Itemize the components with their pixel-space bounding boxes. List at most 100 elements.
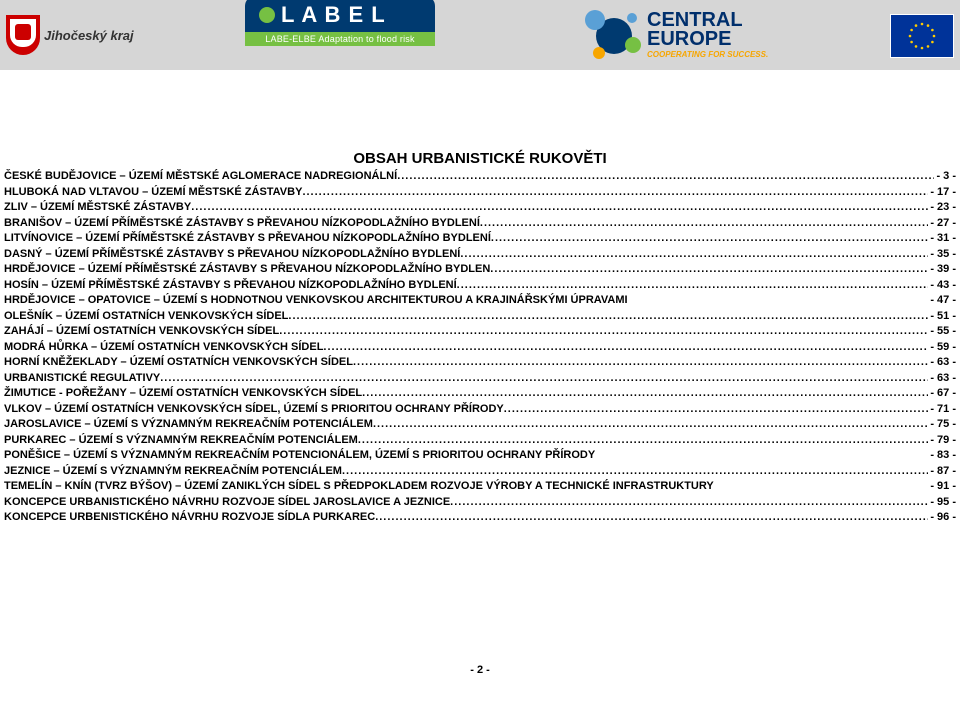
toc-label: DASNÝ – ÚZEMÍ PŘÍMĚSTSKÉ ZÁSTAVBY S PŘEV…: [4, 247, 460, 263]
toc-label: HOSÍN – ÚZEMÍ PŘÍMĚSTSKÉ ZÁSTAVBY S PŘEV…: [4, 278, 457, 294]
page-footer: - 2 -: [0, 664, 960, 686]
toc-row: ZLIV – ÚZEMÍ MĚSTSKÉ ZÁSTAVBY - 23 -: [4, 200, 956, 216]
central-line2: EUROPE: [647, 30, 768, 49]
toc-leader-dots: [373, 417, 928, 433]
label-subtitle: LABE-ELBE Adaptation to flood risk: [245, 32, 435, 46]
toc-page-number: - 23 -: [928, 200, 956, 216]
toc-label: MODRÁ HŮRKA – ÚZEMÍ OSTATNÍCH VENKOVSKÝC…: [4, 340, 323, 356]
toc-row: KONCEPCE URBENISTICKÉHO NÁVRHU ROZVOJE S…: [4, 510, 956, 526]
toc-leader-dots: [353, 355, 928, 371]
toc-leader-dots: [397, 169, 934, 185]
toc-label: PONĚŠICE – ÚZEMÍ S VÝZNAMNÝM REKREAČNÍM …: [4, 448, 595, 464]
toc-leader-dots: [160, 371, 928, 387]
toc-label: KONCEPCE URBANISTICKÉHO NÁVRHU ROZVOJE S…: [4, 495, 450, 511]
eu-stars-icon: [907, 21, 937, 51]
toc-row: KONCEPCE URBANISTICKÉHO NÁVRHU ROZVOJE S…: [4, 495, 956, 511]
toc-row: ZAHÁJÍ – ÚZEMÍ OSTATNÍCH VENKOVSKÝCH SÍD…: [4, 324, 956, 340]
toc-leader-dots: [362, 386, 928, 402]
toc-row: JAROSLAVICE – ÚZEMÍ S VÝZNAMNÝM REKREAČN…: [4, 417, 956, 433]
toc-row: MODRÁ HŮRKA – ÚZEMÍ OSTATNÍCH VENKOVSKÝC…: [4, 340, 956, 356]
central-europe-logo: CENTRAL EUROPE COOPERATING FOR SUCCESS.: [585, 7, 768, 65]
toc-leader-dots: [491, 231, 928, 247]
toc-label: PURKAREC – ÚZEMÍ S VÝZNAMNÝM REKREAČNÍM …: [4, 433, 358, 449]
toc-row: HRDĚJOVICE – OPATOVICE – ÚZEMÍ S HODNOTN…: [4, 293, 956, 309]
toc-page-number: - 55 -: [928, 324, 956, 340]
toc-row: HLUBOKÁ NAD VLTAVOU – ÚZEMÍ MĚSTSKÉ ZÁST…: [4, 185, 956, 201]
toc-label: ZLIV – ÚZEMÍ MĚSTSKÉ ZÁSTAVBY: [4, 200, 191, 216]
toc-leader-dots: [490, 262, 928, 278]
toc-label: ZAHÁJÍ – ÚZEMÍ OSTATNÍCH VENKOVSKÝCH SÍD…: [4, 324, 279, 340]
toc-leader-dots: [457, 278, 929, 294]
toc-label: JAROSLAVICE – ÚZEMÍ S VÝZNAMNÝM REKREAČN…: [4, 417, 373, 433]
eu-flag-icon: [890, 14, 954, 58]
toc-row: BRANIŠOV – ÚZEMÍ PŘÍMĚSTSKÉ ZÁSTAVBY S P…: [4, 216, 956, 232]
toc-label: ŽIMUTICE - POŘEŽANY – ÚZEMÍ OSTATNÍCH VE…: [4, 386, 362, 402]
toc-row: URBANISTICKÉ REGULATIVY - 63 -: [4, 371, 956, 387]
toc-leader-dots: [595, 448, 928, 464]
toc-page-number: - 17 -: [928, 185, 956, 201]
toc-leader-dots: [323, 340, 928, 356]
toc-leader-dots: [302, 185, 928, 201]
toc-page-number: - 51 -: [928, 309, 956, 325]
toc-row: HOSÍN – ÚZEMÍ PŘÍMĚSTSKÉ ZÁSTAVBY S PŘEV…: [4, 278, 956, 294]
toc-page-number: - 35 -: [928, 247, 956, 263]
toc-page-number: - 67 -: [928, 386, 956, 402]
toc-leader-dots: [288, 309, 928, 325]
toc-label: OLEŠNÍK – ÚZEMÍ OSTATNÍCH VENKOVSKÝCH SÍ…: [4, 309, 288, 325]
toc-page-number: - 3 -: [934, 169, 956, 185]
toc-label: HLUBOKÁ NAD VLTAVOU – ÚZEMÍ MĚSTSKÉ ZÁST…: [4, 185, 302, 201]
toc-row: LITVÍNOVICE – ÚZEMÍ PŘÍMĚSTSKÉ ZÁSTAVBY …: [4, 231, 956, 247]
toc-label: TEMELÍN – KNÍN (TVRZ BÝŠOV) – ÚZEMÍ ZANI…: [4, 479, 714, 495]
toc-page-number: - 71 -: [928, 402, 956, 418]
toc-leader-dots: [191, 200, 928, 216]
content-area: OBSAH URBANISTICKÉ RUKOVĚTI ČESKÉ BUDĚJO…: [0, 70, 960, 526]
toc-leader-dots: [714, 479, 929, 495]
toc-row: HORNÍ KNĚŽEKLADY – ÚZEMÍ OSTATNÍCH VENKO…: [4, 355, 956, 371]
toc-page-number: - 95 -: [928, 495, 956, 511]
toc-page-number: - 75 -: [928, 417, 956, 433]
toc-row: HRDĚJOVICE – ÚZEMÍ PŘÍMĚSTSKÉ ZÁSTAVBY S…: [4, 262, 956, 278]
toc-label: VLKOV – ÚZEMÍ OSTATNÍCH VENKOVSKÝCH SÍDE…: [4, 402, 504, 418]
toc-row: ČESKÉ BUDĚJOVICE – ÚZEMÍ MĚSTSKÉ AGLOMER…: [4, 169, 956, 185]
toc-leader-dots: [628, 293, 929, 309]
toc-row: DASNÝ – ÚZEMÍ PŘÍMĚSTSKÉ ZÁSTAVBY S PŘEV…: [4, 247, 956, 263]
toc-leader-dots: [504, 402, 929, 418]
toc-row: ŽIMUTICE - POŘEŽANY – ÚZEMÍ OSTATNÍCH VE…: [4, 386, 956, 402]
toc-label: LITVÍNOVICE – ÚZEMÍ PŘÍMĚSTSKÉ ZÁSTAVBY …: [4, 231, 491, 247]
toc-label: JEZNICE – ÚZEMÍ S VÝZNAMNÝM REKREAČNÍM P…: [4, 464, 342, 480]
toc-leader-dots: [375, 510, 928, 526]
toc-page-number: - 47 -: [928, 293, 956, 309]
toc-label: HRDĚJOVICE – ÚZEMÍ PŘÍMĚSTSKÉ ZÁSTAVBY S…: [4, 262, 490, 278]
label-word: L A B E L: [281, 2, 386, 28]
toc-row: TEMELÍN – KNÍN (TVRZ BÝŠOV) – ÚZEMÍ ZANI…: [4, 479, 956, 495]
toc-row: PURKAREC – ÚZEMÍ S VÝZNAMNÝM REKREAČNÍM …: [4, 433, 956, 449]
toc-page-number: - 27 -: [928, 216, 956, 232]
toc-row: JEZNICE – ÚZEMÍ S VÝZNAMNÝM REKREAČNÍM P…: [4, 464, 956, 480]
toc-page-number: - 63 -: [928, 355, 956, 371]
jihocesky-logo: Jihočeský kraj: [6, 15, 134, 55]
toc-page-number: - 59 -: [928, 340, 956, 356]
label-top: L A B E L: [245, 0, 435, 32]
toc-label: HORNÍ KNĚŽEKLADY – ÚZEMÍ OSTATNÍCH VENKO…: [4, 355, 353, 371]
toc-leader-dots: [480, 216, 928, 232]
shield-icon: [6, 15, 40, 55]
toc-label: URBANISTICKÉ REGULATIVY: [4, 371, 160, 387]
toc-page-number: - 63 -: [928, 371, 956, 387]
toc-row: VLKOV – ÚZEMÍ OSTATNÍCH VENKOVSKÝCH SÍDE…: [4, 402, 956, 418]
toc-label: HRDĚJOVICE – OPATOVICE – ÚZEMÍ S HODNOTN…: [4, 293, 628, 309]
toc-page-number: - 96 -: [928, 510, 956, 526]
label-dot-icon: [259, 7, 275, 23]
toc-row: OLEŠNÍK – ÚZEMÍ OSTATNÍCH VENKOVSKÝCH SÍ…: [4, 309, 956, 325]
toc-page-number: - 39 -: [928, 262, 956, 278]
toc-leader-dots: [358, 433, 928, 449]
toc-leader-dots: [342, 464, 928, 480]
toc-leader-dots: [279, 324, 928, 340]
toc-page-number: - 87 -: [928, 464, 956, 480]
toc-label: BRANIŠOV – ÚZEMÍ PŘÍMĚSTSKÉ ZÁSTAVBY S P…: [4, 216, 480, 232]
toc-title: OBSAH URBANISTICKÉ RUKOVĚTI: [4, 150, 956, 167]
toc-page-number: - 83 -: [928, 448, 956, 464]
toc-page-number: - 79 -: [928, 433, 956, 449]
central-tag: COOPERATING FOR SUCCESS.: [647, 49, 768, 61]
toc-row: PONĚŠICE – ÚZEMÍ S VÝZNAMNÝM REKREAČNÍM …: [4, 448, 956, 464]
toc-list: ČESKÉ BUDĚJOVICE – ÚZEMÍ MĚSTSKÉ AGLOMER…: [4, 169, 956, 526]
